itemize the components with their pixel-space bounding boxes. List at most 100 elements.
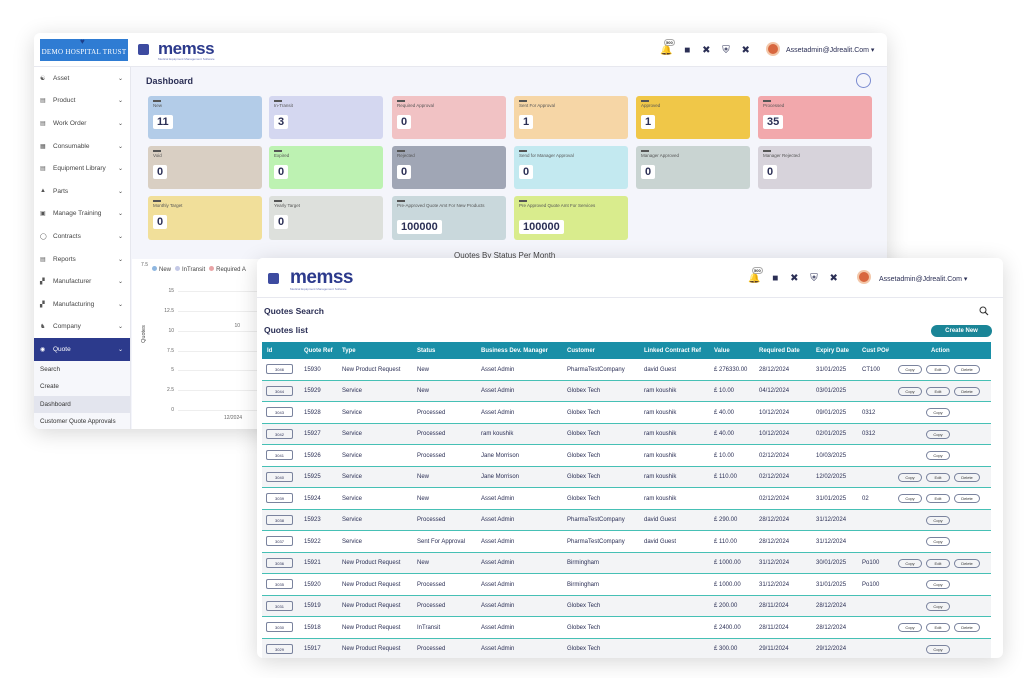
stat-card[interactable]: Rejected 0 <box>392 146 506 189</box>
menu-toggle-icon[interactable] <box>268 273 279 284</box>
stat-card[interactable]: Required Approval 0 <box>392 96 506 139</box>
column-header[interactable]: Business Dev. Manager <box>481 348 548 354</box>
sidebar-item-parts[interactable]: ▲ Parts ⌄ <box>34 180 130 203</box>
legend-item[interactable]: InTransit <box>171 266 205 273</box>
stat-card[interactable]: Sent For Approval 1 <box>514 96 628 139</box>
submenu-item-search[interactable]: Search <box>34 360 130 379</box>
legend-item[interactable]: Required A <box>205 266 246 273</box>
table-row[interactable]: 3036 15921 New Product Request New Asset Adm… <box>262 552 991 574</box>
column-header[interactable]: Customer <box>567 348 596 354</box>
org-logo[interactable]: ♥ DEMO HOSPITAL TRUST <box>40 37 128 61</box>
quote-id-button[interactable]: 3039 <box>266 493 293 503</box>
quote-id-button[interactable]: 3042 <box>266 428 293 439</box>
avatar[interactable] <box>857 270 871 284</box>
table-row[interactable]: 3029 15917 New Product Request Processed Ass… <box>262 638 991 658</box>
copy-button[interactable]: Copy <box>926 408 950 417</box>
copy-button[interactable]: Copy <box>926 537 950 546</box>
table-row[interactable]: 3037 15922 Service Sent For Approval Asset A… <box>262 531 991 553</box>
quote-id-button[interactable]: 3038 <box>266 514 293 525</box>
copy-button[interactable]: Copy <box>926 644 950 654</box>
quote-id-button[interactable]: 3035 <box>266 579 293 589</box>
app-logo[interactable]: memss Medical Equipment Management Softwa… <box>158 39 215 61</box>
column-header[interactable]: Quote Ref <box>304 348 333 354</box>
column-header[interactable]: Id <box>267 348 273 354</box>
delete-button[interactable]: Delete <box>954 386 980 396</box>
edit-button[interactable]: Edit <box>926 494 950 503</box>
table-row[interactable]: 3040 15925 Service New Jane Morrison Globex T… <box>262 466 991 488</box>
delete-button[interactable]: Delete <box>954 472 980 482</box>
quote-id-button[interactable]: 3043 <box>266 407 293 417</box>
edit-button[interactable]: Edit <box>926 558 950 568</box>
refresh-icon[interactable] <box>856 73 871 88</box>
user-menu[interactable]: Assetadmin@Jdrealit.Com ▾ <box>786 47 875 54</box>
copy-button[interactable]: Copy <box>926 580 950 589</box>
shield-icon[interactable]: ⛨ <box>722 45 730 56</box>
quote-id-button[interactable]: 3041 <box>266 450 293 460</box>
column-header[interactable]: Type <box>342 348 356 354</box>
tools-icon[interactable]: ✖ <box>790 273 799 284</box>
stat-card[interactable]: Pre-Approved Quote Amt For New Products 1… <box>392 196 506 240</box>
copy-button[interactable]: Copy <box>898 386 922 396</box>
stat-card[interactable]: Manager Rejected 0 <box>758 146 872 189</box>
stat-card[interactable]: New 11 <box>148 96 262 139</box>
tools-icon[interactable]: ✖ <box>741 45 750 56</box>
table-row[interactable]: 3039 15924 Service New Asset Admin Globex Tec… <box>262 488 991 510</box>
sidebar-item-company[interactable]: ♞ Company ⌄ <box>34 316 130 339</box>
tools-icon[interactable]: ✖ <box>829 273 838 284</box>
table-row[interactable]: 3038 15923 Service Processed Asset Admin Phar… <box>262 509 991 531</box>
copy-button[interactable]: Copy <box>898 472 922 482</box>
quote-id-button[interactable]: 3030 <box>266 622 293 632</box>
shield-icon[interactable]: ⛨ <box>810 273 818 284</box>
table-row[interactable]: 3042 15927 Service Processed ram koushik Glob… <box>262 423 991 445</box>
sidebar-item-manage-training[interactable]: ▣ Manage Training ⌄ <box>34 203 130 226</box>
sidebar-item-contracts[interactable]: ◯ Contracts ⌄ <box>34 225 130 248</box>
sidebar-item-work-order[interactable]: ▤ Work Order ⌄ <box>34 112 130 135</box>
sidebar-item-product[interactable]: ▤ Product ⌄ <box>34 90 130 113</box>
submenu-item-create[interactable]: Create <box>34 378 130 396</box>
delete-button[interactable]: Delete <box>954 558 980 568</box>
stat-card[interactable]: Approved 1 <box>636 96 750 139</box>
copy-button[interactable]: Copy <box>926 601 950 611</box>
submenu-item-dashboard[interactable]: Dashboard <box>34 395 130 414</box>
stat-card[interactable]: Manager Approved 0 <box>636 146 750 189</box>
stat-card[interactable]: In-Transit 3 <box>269 96 383 139</box>
column-header[interactable]: Expiry Date <box>816 348 850 354</box>
tools-icon[interactable]: ✖ <box>702 45 711 56</box>
delete-button[interactable]: Delete <box>954 365 980 374</box>
column-header[interactable]: Action <box>931 348 950 354</box>
avatar[interactable] <box>766 42 780 56</box>
sidebar-item-quote[interactable]: ◉ Quote ⌄ <box>34 338 130 361</box>
copy-button[interactable]: Copy <box>926 429 950 439</box>
copy-button[interactable]: Copy <box>926 451 950 460</box>
quote-id-button[interactable]: 3040 <box>266 471 293 482</box>
app-logo[interactable]: memss Medical Equipment Management Softwa… <box>290 267 354 291</box>
sidebar-item-asset[interactable]: ☯ Asset ⌄ <box>34 67 130 90</box>
edit-button[interactable]: Edit <box>926 623 950 632</box>
quote-id-button[interactable]: 3046 <box>266 364 293 374</box>
menu-toggle-icon[interactable] <box>138 44 149 55</box>
copy-button[interactable]: Copy <box>898 623 922 632</box>
quote-id-button[interactable]: 3037 <box>266 536 293 546</box>
sidebar-item-reports[interactable]: ▤ Reports ⌄ <box>34 248 130 271</box>
user-menu[interactable]: Assetadmin@Jdrealit.Com ▾ <box>879 276 968 283</box>
quote-id-button[interactable]: 3031 <box>266 600 293 611</box>
column-header[interactable]: Linked Contract Ref <box>644 348 702 354</box>
quote-id-button[interactable]: 3036 <box>266 557 293 568</box>
table-row[interactable]: 3035 15920 New Product Request Processed Ass… <box>262 574 991 596</box>
stat-card[interactable]: Monthly Target 0 <box>148 196 262 240</box>
delete-button[interactable]: Delete <box>954 494 980 503</box>
legend-item[interactable]: New <box>148 266 171 273</box>
stat-card[interactable]: Yearly Target 0 <box>269 196 383 240</box>
stat-card[interactable]: Pre Approved Quote Amt For Services 10000… <box>514 196 628 240</box>
stat-card[interactable]: Void 0 <box>148 146 262 189</box>
table-row[interactable]: 3031 15919 New Product Request Processed Ass… <box>262 595 991 617</box>
create-new-button[interactable]: Create New <box>931 325 992 337</box>
delete-button[interactable]: Delete <box>954 623 980 632</box>
column-header[interactable]: Value <box>714 348 730 354</box>
copy-button[interactable]: Copy <box>898 558 922 568</box>
column-header[interactable]: Status <box>417 348 436 354</box>
edit-button[interactable]: Edit <box>926 365 950 374</box>
table-row[interactable]: 3043 15928 Service Processed Asset Admin Glob… <box>262 402 991 424</box>
stat-card[interactable]: Expired 0 <box>269 146 383 189</box>
sidebar-item-manufacturing[interactable]: ▞ Manufacturing ⌄ <box>34 293 130 316</box>
